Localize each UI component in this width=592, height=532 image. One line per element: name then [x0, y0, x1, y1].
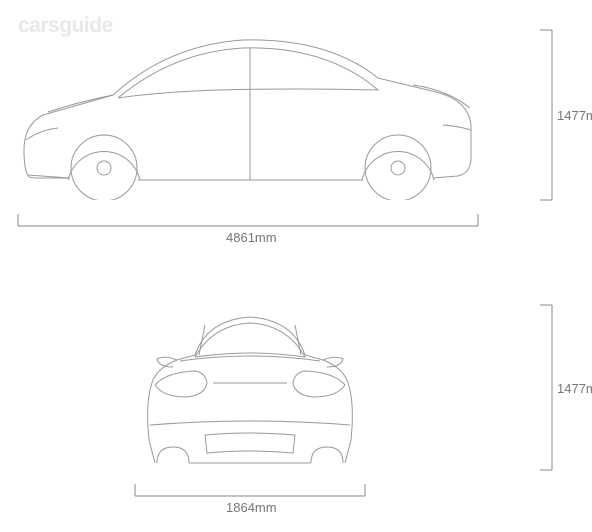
front-width-label: 1864mm — [226, 500, 277, 515]
side-height-label: 1477mm — [557, 108, 592, 123]
side-length-label: 4861mm — [226, 230, 277, 245]
car-side-view — [18, 30, 478, 200]
diagram-canvas: carsguide — [0, 0, 592, 532]
car-front-view — [135, 305, 365, 470]
front-view-svg — [135, 305, 365, 470]
front-height-label: 1477mm — [557, 381, 592, 396]
side-view-svg — [18, 30, 478, 200]
